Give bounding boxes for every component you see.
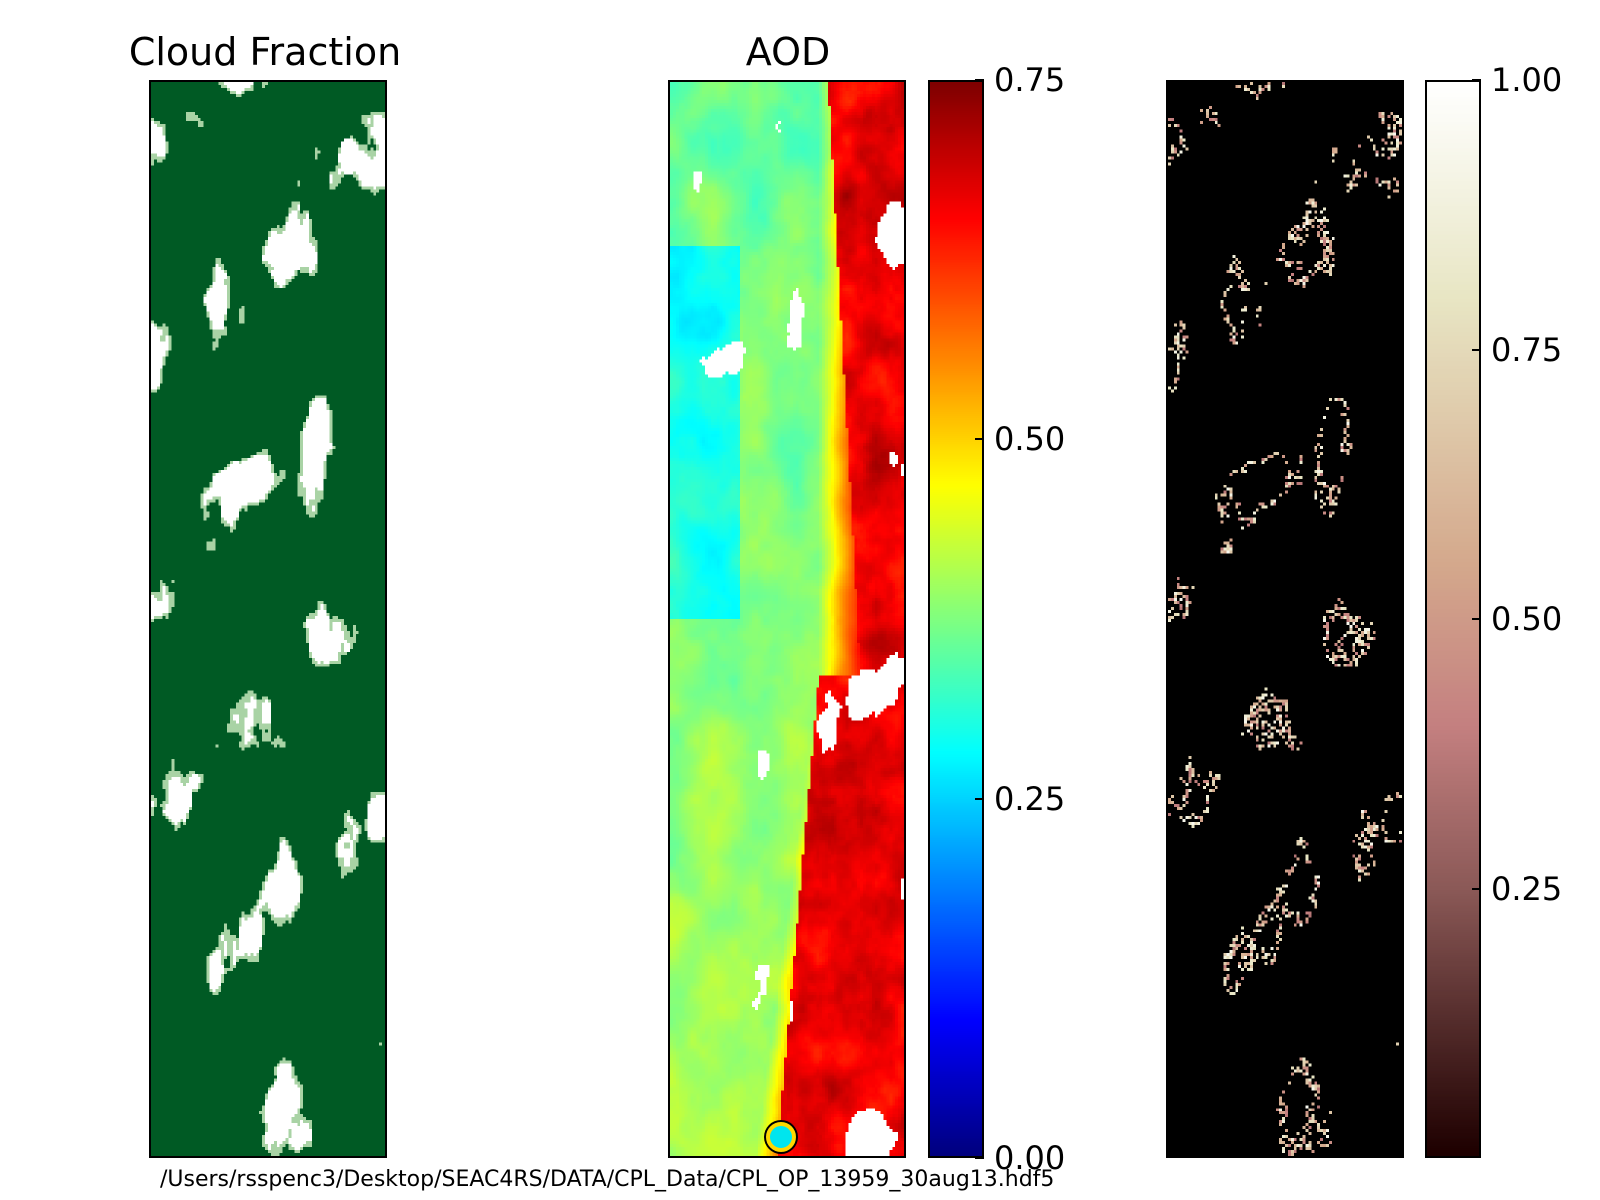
third-canvas [1168,82,1402,1156]
file-path-caption: /Users/rsspenc3/Desktop/SEAC4RS/DATA/CPL… [160,1167,1055,1192]
third-colorbar-tick-label: 0.50 [1491,600,1563,638]
third-colorbar-tick-mark-inner [1472,887,1481,890]
aod-colorbar-tick-mark-inner [975,438,984,441]
aod-colorbar-tick-mark-inner [975,797,984,800]
flight-location-marker [766,1122,796,1152]
third-heatmap [1166,80,1404,1158]
aod-colorbar-gradient [930,82,982,1156]
third-colorbar-tick-mark-inner [1472,79,1481,81]
aod-colorbar-tick-mark-inner [975,79,984,81]
cloud-fraction-title: Cloud Fraction [128,30,402,74]
third-colorbar-tick-label: 0.25 [1491,869,1563,908]
aod-canvas [670,82,904,1156]
third-colorbar-tick-label: 1.00 [1491,61,1563,99]
third-colorbar-tick-mark-inner [1472,348,1481,351]
aod-title: AOD [745,30,831,74]
aod-colorbar-tick-label: 0.75 [994,61,1066,99]
aod-colorbar-tick-mark-inner [975,1157,984,1159]
cloud-fraction-heatmap [149,80,387,1158]
third-colorbar-gradient [1427,82,1479,1156]
aod-colorbar-tick-label: 0.00 [994,1139,1066,1177]
aod-colorbar-tick-label: 0.25 [994,779,1066,818]
cloud-fraction-canvas [151,82,385,1156]
aod-colorbar [928,80,984,1158]
third-colorbar-tick-label: 0.75 [1491,330,1563,369]
aod-heatmap [668,80,906,1158]
third-colorbar-tick-mark-inner [1472,618,1481,620]
aod-colorbar-tick-label: 0.50 [994,420,1066,459]
